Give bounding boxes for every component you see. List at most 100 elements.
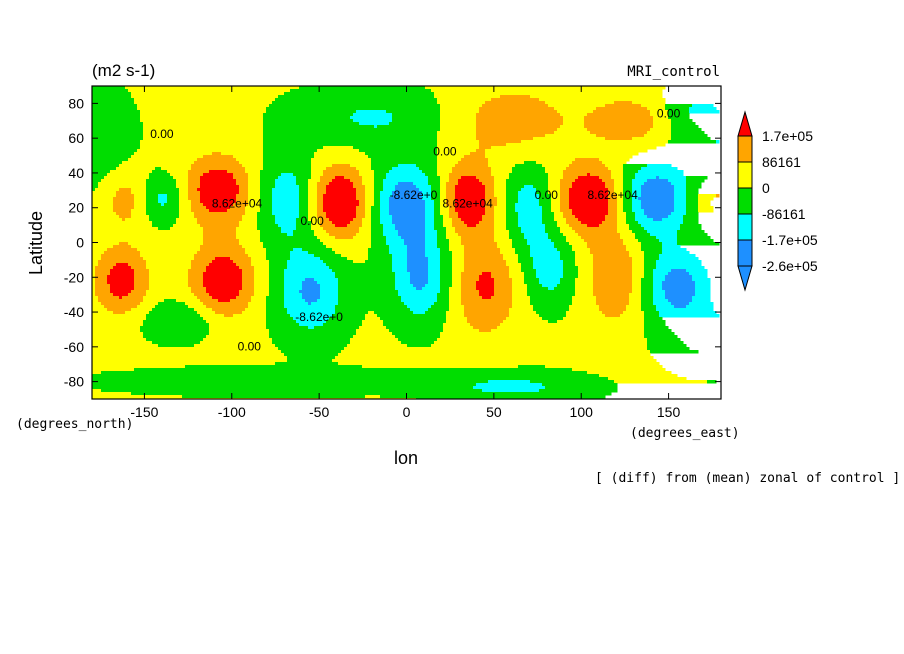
field-cell [374, 194, 381, 198]
field-cell [119, 188, 132, 192]
field-cell [317, 299, 339, 303]
field-cell [518, 218, 543, 222]
field-cell [104, 176, 150, 180]
field-cell [551, 200, 561, 204]
legend-label: 1.7e+05 [762, 128, 813, 144]
field-cell [326, 245, 372, 249]
field-cell [416, 287, 423, 291]
field-cell [575, 158, 600, 162]
field-cell [437, 158, 462, 162]
field-cell [164, 203, 180, 207]
field-cell [533, 308, 570, 312]
field-cell [146, 290, 192, 294]
field-cell [620, 314, 645, 318]
field-cell [554, 215, 564, 219]
field-cell [365, 317, 381, 321]
field-cell [500, 323, 645, 327]
field-cell [491, 170, 513, 174]
field-cell [449, 206, 456, 210]
field-cell [326, 263, 393, 267]
field-cell [644, 263, 657, 267]
field-cell [638, 170, 684, 174]
field-cells [92, 86, 720, 399]
field-cell [434, 200, 441, 204]
field-cell [671, 302, 690, 306]
field-cell [317, 197, 324, 201]
field-cell [131, 155, 204, 159]
field-cell [506, 179, 549, 183]
field-cell [269, 278, 285, 282]
field-cell [110, 290, 132, 294]
field-cell [269, 266, 288, 270]
field-cell [653, 119, 672, 123]
field-cell [554, 131, 591, 135]
field-cell [458, 179, 480, 183]
field-cell [593, 266, 633, 270]
field-cell [545, 230, 561, 234]
field-cell [92, 395, 183, 399]
field-cell [338, 278, 396, 282]
field-cell [371, 236, 387, 240]
field-cell [188, 179, 201, 183]
field-cell [107, 248, 138, 252]
field-cell [92, 305, 105, 309]
field-cell [137, 305, 156, 309]
field-cell [413, 284, 426, 288]
field-cell [512, 290, 528, 294]
field-cell [392, 119, 441, 123]
field-cell [104, 251, 141, 255]
field-cell [92, 230, 204, 234]
field-cell [467, 320, 504, 324]
field-cell [440, 257, 453, 261]
field-cell [479, 278, 495, 282]
field-cell [434, 221, 444, 225]
field-cell [233, 155, 264, 159]
field-cell [368, 311, 375, 315]
field-cell [656, 305, 675, 309]
field-cell [131, 290, 147, 294]
field-cell [317, 191, 327, 195]
field-cell [572, 368, 666, 372]
field-cell [305, 299, 318, 303]
field-cell [299, 215, 309, 219]
field-cell [404, 242, 426, 246]
field-cell [452, 269, 465, 273]
field-cell [209, 323, 267, 327]
field-cell [239, 239, 261, 243]
field-cell [92, 350, 282, 354]
field-cell [344, 347, 648, 351]
field-cell [698, 203, 711, 207]
field-cell [368, 251, 390, 255]
field-cell [656, 236, 678, 240]
field-cell [644, 134, 672, 138]
field-cell [521, 269, 537, 273]
field-cell [425, 209, 435, 213]
field-cell [584, 239, 624, 243]
field-cell [140, 302, 159, 306]
field-cell [434, 302, 450, 306]
field-cell [299, 209, 309, 213]
field-cell [671, 137, 711, 141]
field-cell [266, 302, 285, 306]
field-cell [572, 227, 618, 231]
field-cell [338, 281, 396, 285]
field-cell [593, 272, 633, 276]
field-cell [506, 191, 519, 195]
field-cell [212, 152, 222, 156]
field-cell [323, 209, 357, 213]
field-cell [575, 263, 594, 267]
field-cell [626, 218, 636, 222]
field-cell [92, 371, 102, 375]
field-cell [356, 194, 366, 198]
field-cell [179, 194, 189, 198]
field-cell [716, 140, 720, 144]
field-cell [575, 257, 594, 261]
field-cell [143, 122, 264, 126]
field-cell [317, 149, 360, 153]
field-cell [587, 128, 651, 132]
field-cell [263, 116, 351, 120]
field-cell [422, 170, 438, 174]
field-cell [389, 329, 444, 333]
